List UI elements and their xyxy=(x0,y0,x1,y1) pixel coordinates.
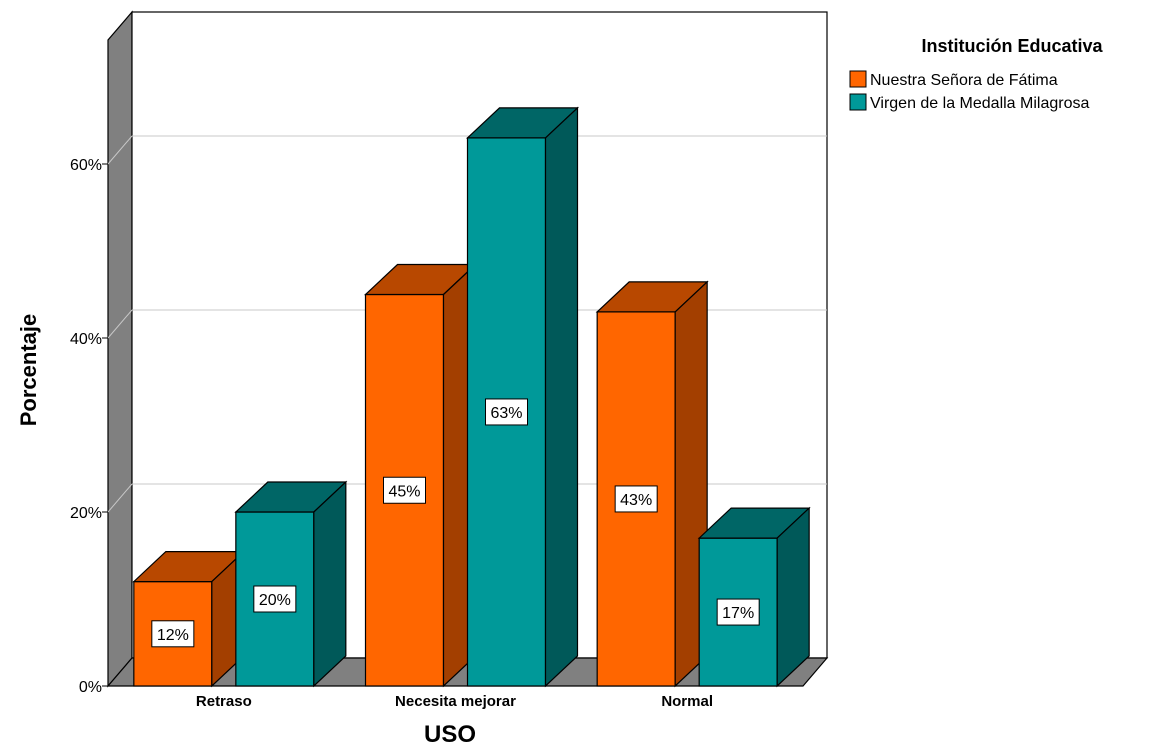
x-axis-title: USO xyxy=(424,721,476,746)
data-label-box xyxy=(716,598,760,626)
legend-title: Institución Educativa xyxy=(921,36,1103,56)
data-label: 43% xyxy=(620,492,652,509)
y-axis-ticks: 0% 20% 40% 60% xyxy=(70,157,108,696)
y-axis-title: Porcentaje xyxy=(16,314,41,427)
bar-side xyxy=(776,506,810,688)
legend-label: Virgen de la Medalla Milagrosa xyxy=(870,95,1089,112)
bar: 43% xyxy=(595,280,709,688)
bar: 63% xyxy=(465,106,580,688)
bar-side xyxy=(313,480,347,688)
left-wall xyxy=(107,10,133,688)
legend-label: Nuestra Señora de Fátima xyxy=(870,72,1058,89)
data-label: 45% xyxy=(388,483,420,500)
gridline-wall xyxy=(107,483,133,513)
y-tick-label: 40% xyxy=(70,331,102,348)
x-tick-label: Necesita mejorar xyxy=(395,693,516,710)
gridline-wall xyxy=(107,309,133,339)
data-label: 20% xyxy=(259,592,291,609)
legend-swatch xyxy=(849,93,867,111)
data-label-box xyxy=(485,398,528,426)
bar-side xyxy=(544,106,579,688)
data-label: 17% xyxy=(722,605,754,622)
y-tick-label: 0% xyxy=(79,679,102,696)
gridline-wall xyxy=(107,135,133,165)
bars: 12% 20% 45% 63% 43% 17% xyxy=(132,106,811,688)
y-tick-label: 20% xyxy=(70,505,102,522)
x-axis-categories: Retraso Necesita mejorar Normal xyxy=(196,693,713,710)
data-label: 63% xyxy=(490,405,522,422)
x-tick-label: Normal xyxy=(661,693,713,710)
x-tick-label: Retraso xyxy=(196,693,252,710)
legend-swatch xyxy=(849,70,867,88)
data-label-box xyxy=(151,620,195,648)
data-label: 12% xyxy=(157,627,189,644)
bar: 45% xyxy=(363,263,478,688)
data-label-box xyxy=(253,585,297,613)
data-label-box xyxy=(383,476,426,504)
bar: 12% xyxy=(132,550,246,688)
bar: 20% xyxy=(234,480,348,688)
legend: Institución Educativa Nuestra Señora de … xyxy=(849,36,1104,112)
y-tick-label: 60% xyxy=(70,157,102,174)
data-label-box xyxy=(614,485,658,513)
bar: 17% xyxy=(697,506,811,688)
